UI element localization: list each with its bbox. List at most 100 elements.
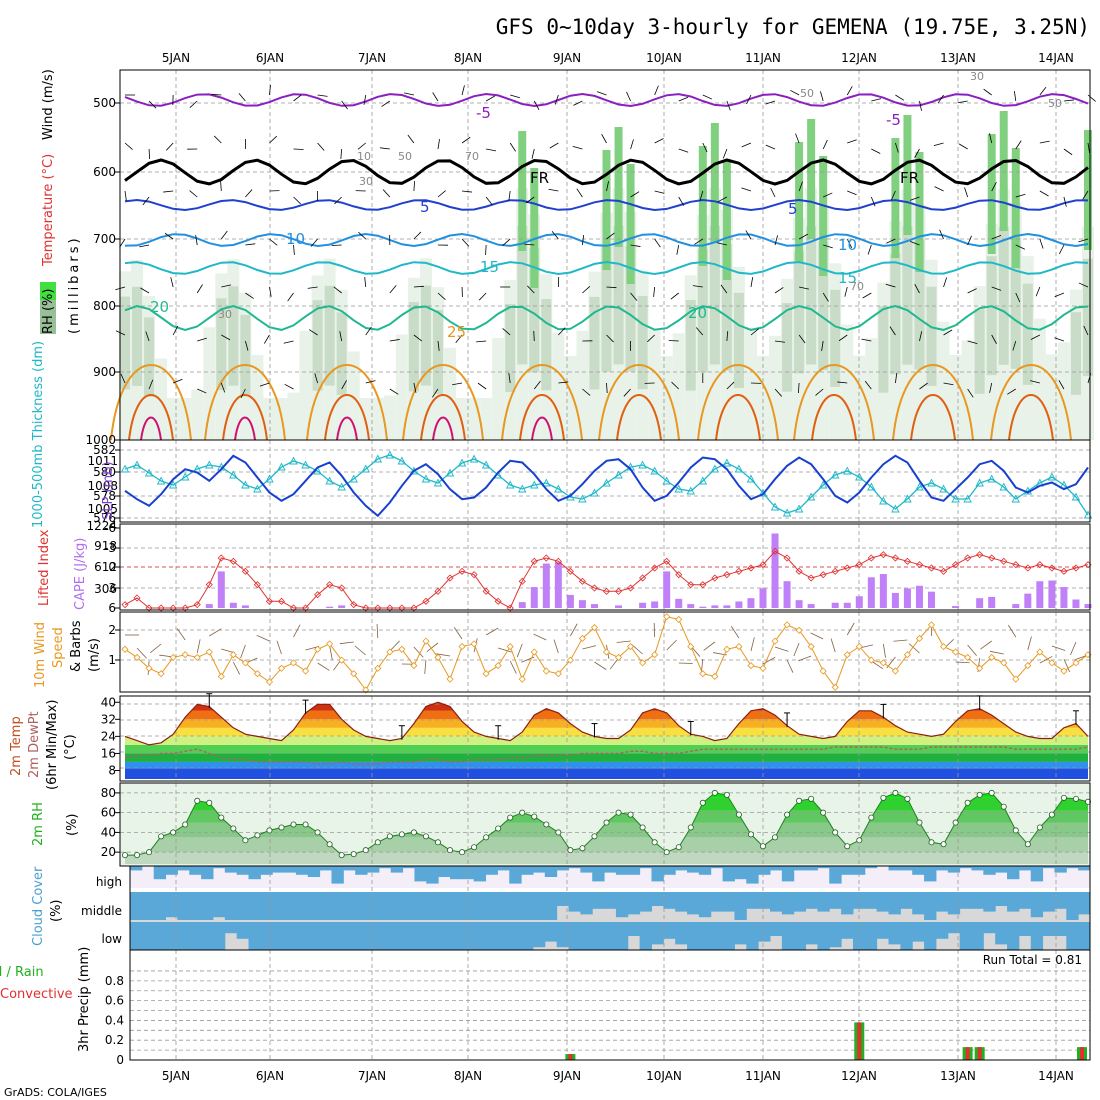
- rh-point-63: [880, 794, 887, 801]
- wind-barb: [702, 142, 708, 153]
- rh-shade-mid-24: [408, 302, 419, 392]
- cape-bar-8: [217, 571, 225, 608]
- rh-shade-col-22: [383, 395, 396, 440]
- cloud-low-0: [130, 922, 143, 950]
- cloud-high-24: [414, 866, 427, 882]
- wind-barb: [478, 292, 487, 301]
- cloud-high-14: [295, 866, 309, 875]
- cape-bar-66: [915, 585, 923, 608]
- cloud-middle-77: [1042, 892, 1055, 912]
- thickness-point-9: [229, 470, 238, 479]
- cape-tick-306: 306: [94, 582, 117, 596]
- rh-shade-col-21: [371, 398, 384, 440]
- rh-point-51: [735, 811, 742, 818]
- thickness-point-79: [1071, 492, 1081, 501]
- rh-point-49: [711, 789, 718, 796]
- cloud-middle-16: [319, 892, 332, 920]
- cloud-high-52: [746, 866, 759, 884]
- rh-shade-col-29: [468, 398, 481, 440]
- temp-tick-24: 24: [101, 729, 116, 743]
- wind10m-barb-54: [774, 646, 789, 652]
- cloud-high-16: [319, 866, 332, 871]
- wind-barb: [983, 88, 992, 96]
- cape-bar-52: [747, 598, 755, 608]
- li-point-38: [578, 577, 586, 585]
- li-point-6: [193, 601, 201, 609]
- li-point-9: [229, 557, 237, 565]
- li-point-61: [855, 561, 863, 569]
- wind10m-barb-58: [810, 632, 824, 640]
- rh-point-41: [615, 809, 622, 816]
- rh-point-29: [471, 844, 478, 851]
- rh-point-37: [567, 847, 574, 854]
- li-point-10: [241, 567, 249, 575]
- wind-barb: [1087, 142, 1090, 153]
- li-point-35: [542, 554, 550, 562]
- wind-barb: [726, 331, 729, 342]
- rh-shade-col-37: [564, 355, 577, 440]
- wind-barb: [365, 380, 376, 384]
- wind-barb: [173, 378, 183, 384]
- cloud-high-54: [770, 866, 783, 871]
- li-point-18: [338, 584, 346, 592]
- temp-band-1: [125, 761, 1088, 769]
- rh-shade-high-41: [614, 127, 623, 247]
- wind-barb: [508, 190, 511, 201]
- wind-barb: [341, 100, 348, 110]
- thickness-point-41: [614, 470, 623, 479]
- wind-barb: [847, 139, 857, 144]
- rh-shade-mid-9: [228, 286, 239, 386]
- li-point-43: [639, 574, 647, 582]
- wind-barb: [1063, 148, 1073, 156]
- rh-point-55: [784, 811, 791, 818]
- thickness-point-18: [337, 482, 346, 491]
- cape-bar-36: [554, 562, 562, 608]
- rh-point-5: [182, 821, 189, 828]
- temp-tick-16: 16: [101, 746, 116, 760]
- wind-barb: [844, 286, 848, 297]
- li-point-51: [735, 567, 743, 575]
- wind10m-point-74: [1012, 675, 1020, 683]
- wind10m-barb-33: [516, 643, 523, 658]
- li-point-19: [350, 601, 358, 609]
- series-line-slp: [124, 454, 1089, 518]
- li-point-30: [482, 587, 490, 595]
- wind10m-point-35: [542, 667, 550, 675]
- wind-barb: [357, 142, 367, 150]
- cloud-high-76: [1030, 866, 1044, 882]
- wind-barb: [502, 328, 511, 336]
- thickness-point-54: [770, 502, 780, 511]
- wind10m-point-44: [651, 651, 659, 659]
- cloud-middle-47: [687, 892, 700, 915]
- wind-barb: [647, 334, 655, 343]
- li-point-58: [819, 571, 827, 579]
- rh-shade-high-72: [987, 134, 996, 254]
- wind10m-point-17: [326, 640, 334, 648]
- cloud-high-13: [284, 866, 297, 873]
- cloud-middle-70: [959, 892, 972, 909]
- rh-point-48: [699, 799, 706, 806]
- wind-barb: [790, 89, 800, 96]
- li-tick-0: 0: [108, 560, 116, 574]
- rh-shade-col-11: [251, 354, 264, 440]
- rh-shade-mid-66: [914, 240, 925, 370]
- rh-shade-mid-16: [312, 300, 323, 391]
- cape-bar-71: [976, 598, 984, 608]
- cloud-middle-45: [663, 892, 676, 909]
- thickness-point-39: [590, 488, 599, 497]
- cloud-high-47: [687, 866, 700, 873]
- li-point-75: [1024, 564, 1032, 572]
- contour-25-day-5: [501, 364, 583, 441]
- wind-barb: [413, 382, 417, 393]
- wind-barb: [1063, 99, 1074, 102]
- li-point-13: [277, 597, 286, 605]
- cloud-low-33: [521, 922, 534, 950]
- wind10m-barb-27: [436, 653, 451, 657]
- contour-25-day-10: [990, 364, 1072, 441]
- rh-band-0: [125, 852, 1088, 864]
- temp-tick-8: 8: [108, 763, 116, 777]
- cloud-low-53: [758, 922, 771, 942]
- wind-barb: [221, 284, 232, 288]
- cape-bar-72: [988, 596, 996, 608]
- cape-bar-18: [338, 605, 346, 608]
